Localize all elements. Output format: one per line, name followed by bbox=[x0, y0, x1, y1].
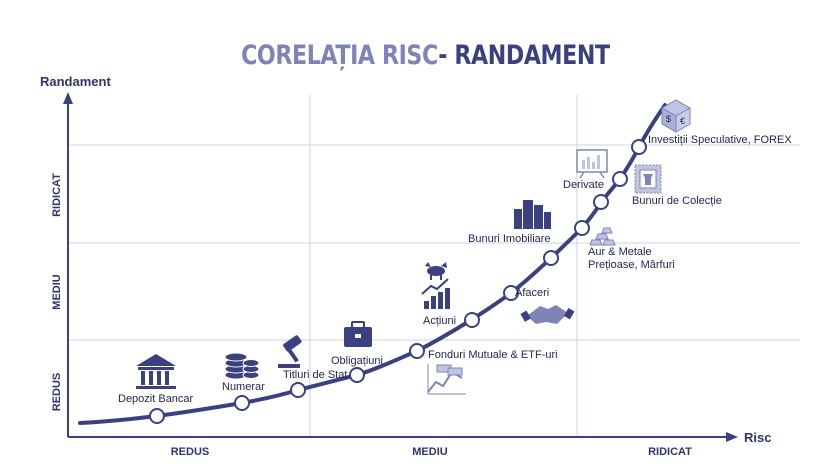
label-investitii-speculative: Investiții Speculative, FOREX bbox=[648, 134, 792, 146]
node-actiuni bbox=[464, 312, 480, 328]
label-bunuri-de-colectie: Bunuri de Colecție bbox=[632, 195, 722, 207]
label-depozit-bancar: Depozit Bancar bbox=[118, 393, 194, 405]
point-labels: Depozit Bancar Numerar Titluri de Stat O… bbox=[118, 134, 792, 405]
y-level-low: REDUS bbox=[51, 373, 63, 412]
y-level-high: RIDICAT bbox=[51, 173, 63, 217]
x-axis-arrow bbox=[726, 432, 738, 442]
x-level-low: REDUS bbox=[171, 446, 210, 458]
node-titluri-de-stat bbox=[290, 382, 306, 398]
label-fonduri-mutuale: Fonduri Mutuale & ETF-uri bbox=[428, 349, 558, 361]
label-obligatiuni: Obligațiuni bbox=[331, 355, 383, 367]
label-bunuri-imobiliare: Bunuri Imobiliare bbox=[468, 233, 551, 245]
bank-icon bbox=[136, 354, 176, 389]
node-bunuri-imobiliare bbox=[543, 250, 559, 266]
node-afaceri bbox=[503, 285, 519, 301]
diagram-title: CORELAȚIA RISC- RANDAMENT bbox=[81, 40, 770, 71]
node-depozit-bancar bbox=[149, 408, 165, 424]
label-pretioase-marfuri: Prețioase, Mărfuri bbox=[588, 259, 675, 271]
x-axis-title: Risc bbox=[744, 430, 771, 445]
bull-chart-icon bbox=[421, 262, 450, 309]
node-investitii-speculative bbox=[631, 139, 647, 155]
coins-icon bbox=[224, 352, 260, 380]
chart-money-icon bbox=[427, 364, 466, 395]
label-aur-metale: Aur & Metale bbox=[588, 246, 652, 258]
title-part-2: - RANDAMENT bbox=[438, 40, 610, 71]
label-actiuni: Acțiuni bbox=[423, 315, 456, 327]
label-afaceri: Afaceri bbox=[515, 287, 549, 299]
briefcase-icon bbox=[344, 321, 372, 347]
node-derivate bbox=[593, 194, 609, 210]
node-bunuri-de-colectie bbox=[612, 171, 628, 187]
title-part-1: CORELAȚIA RISC bbox=[241, 40, 439, 71]
svg-text:€: € bbox=[680, 116, 685, 126]
label-numerar: Numerar bbox=[222, 381, 265, 393]
curve-nodes bbox=[149, 139, 647, 424]
gavel-icon bbox=[278, 335, 302, 368]
node-obligatiuni bbox=[349, 367, 365, 383]
y-axis-title: Randament bbox=[40, 74, 111, 89]
x-level-medium: MEDIU bbox=[412, 446, 448, 458]
handshake-icon bbox=[520, 305, 575, 324]
buildings-icon bbox=[514, 200, 551, 229]
currency-dice-icon: $ € bbox=[660, 99, 692, 133]
gold-bars-icon bbox=[589, 227, 616, 246]
axes bbox=[63, 92, 738, 442]
svg-text:$: $ bbox=[666, 114, 671, 124]
label-derivate: Derivate bbox=[563, 179, 604, 191]
x-level-high: RIDICAT bbox=[648, 446, 692, 458]
presentation-board-icon bbox=[576, 149, 608, 179]
node-fonduri-mutuale bbox=[409, 343, 425, 359]
label-titluri-de-stat: Titluri de Stat bbox=[283, 369, 347, 381]
node-aur-metale bbox=[574, 220, 590, 236]
stamp-icon bbox=[634, 164, 662, 194]
node-numerar bbox=[234, 395, 250, 411]
y-axis-arrow bbox=[63, 92, 73, 104]
y-level-medium: MEDIU bbox=[51, 274, 63, 310]
